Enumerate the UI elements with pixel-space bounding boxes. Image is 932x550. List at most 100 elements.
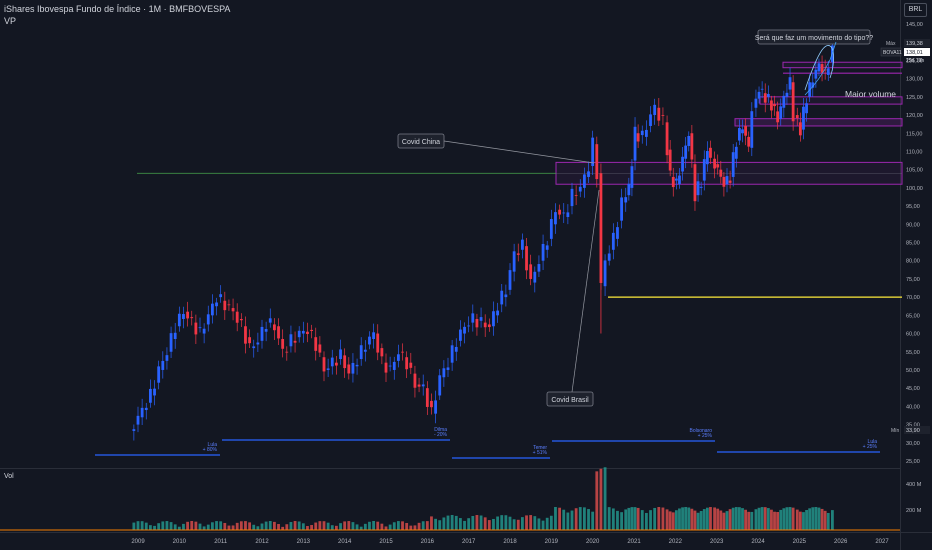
candle: [747, 136, 751, 147]
candle: [326, 368, 330, 370]
projection-curve: [804, 45, 834, 91]
candle: [430, 400, 433, 408]
volume-bar: [504, 515, 508, 530]
candle: [384, 362, 388, 373]
candle: [239, 318, 243, 321]
volume-bar: [820, 508, 824, 530]
candle: [611, 232, 615, 250]
volume-bar: [252, 524, 256, 530]
volume-bar: [459, 518, 462, 530]
volume-bar: [384, 526, 388, 530]
volume-bar: [731, 507, 735, 530]
volume-bar: [219, 521, 223, 530]
volume-bar: [521, 517, 524, 530]
time-tick-label: 2027: [875, 539, 889, 545]
candle: [823, 69, 827, 71]
price-tick-label: 25,00: [906, 459, 920, 465]
candle: [738, 128, 741, 141]
volume-bar: [798, 511, 802, 530]
candle: [607, 253, 611, 261]
volume-bar: [719, 510, 723, 530]
volume-bar: [782, 508, 786, 530]
candle: [252, 346, 256, 349]
volume-bar: [500, 515, 504, 530]
candle: [244, 326, 247, 344]
volume-bar: [607, 507, 611, 530]
candle: [734, 146, 738, 159]
volume-bar: [620, 512, 623, 530]
candle: [388, 365, 392, 367]
candle: [671, 176, 675, 188]
volume-bar: [665, 509, 669, 530]
candle: [788, 77, 792, 90]
price-tick-label: 85,00: [906, 241, 920, 247]
candle: [785, 92, 789, 97]
volume-bar: [330, 525, 334, 530]
price-tick-label: 130,00: [906, 77, 923, 83]
candle: [227, 304, 231, 306]
candle: [791, 82, 795, 122]
volume-bar: [773, 511, 776, 530]
price-tick-label: 70,00: [906, 295, 920, 301]
min-value: 33,90: [906, 428, 920, 434]
volume-bar: [223, 522, 227, 530]
candle: [273, 324, 276, 331]
volume-bar: [611, 508, 615, 530]
candle: [153, 388, 156, 396]
volume-bar: [140, 521, 144, 530]
volume-bar: [722, 512, 726, 530]
candle: [380, 348, 384, 357]
candle: [165, 355, 169, 361]
price-tick-label: 145,00: [906, 22, 923, 28]
volume-bar: [562, 509, 566, 530]
candle: [206, 314, 210, 325]
volume-bar: [359, 526, 363, 530]
volume-bar: [595, 471, 599, 530]
price-tick-label: 100,00: [906, 186, 923, 192]
candle: [741, 129, 744, 134]
volume-bar: [795, 509, 799, 530]
price-tick-label: 110,00: [906, 149, 922, 155]
candle: [215, 302, 218, 307]
volume-bar: [417, 522, 421, 530]
time-tick-label: 2022: [669, 539, 683, 545]
volume-bar: [817, 507, 821, 530]
candle: [549, 219, 553, 239]
volume-bar: [301, 523, 305, 530]
volume-bar: [814, 507, 818, 530]
price-tick-label: 75,00: [906, 277, 920, 283]
currency-badge[interactable]: BRL: [904, 3, 927, 17]
volume-bar: [351, 522, 355, 530]
time-tick-label: 2019: [545, 539, 559, 545]
candle: [173, 332, 177, 340]
volume-bar: [583, 507, 586, 530]
volume-bar: [285, 524, 289, 530]
volume-bar: [211, 522, 214, 530]
min-tag: [904, 426, 930, 434]
political-label: Lula: [208, 442, 218, 448]
candle: [653, 104, 657, 116]
candle: [405, 357, 409, 370]
candle: [687, 135, 691, 146]
volume-bar: [661, 507, 665, 530]
candle: [368, 336, 371, 345]
candle: [595, 144, 599, 180]
candle: [731, 152, 735, 177]
candle: [820, 64, 824, 73]
candle: [136, 415, 140, 425]
candle: [260, 326, 264, 341]
volume-bar: [372, 521, 375, 530]
candle: [504, 294, 508, 298]
political-label: Bolsonaro: [689, 428, 712, 434]
volume-bar: [479, 515, 483, 530]
support-zone: [759, 96, 903, 105]
volume-bar: [165, 521, 169, 530]
candle: [624, 197, 628, 203]
candle: [487, 324, 491, 328]
candle: [782, 95, 786, 108]
volume-bar: [157, 523, 161, 530]
candle: [633, 126, 637, 161]
volume-bar: [256, 526, 260, 530]
volume-bar: [574, 508, 578, 530]
